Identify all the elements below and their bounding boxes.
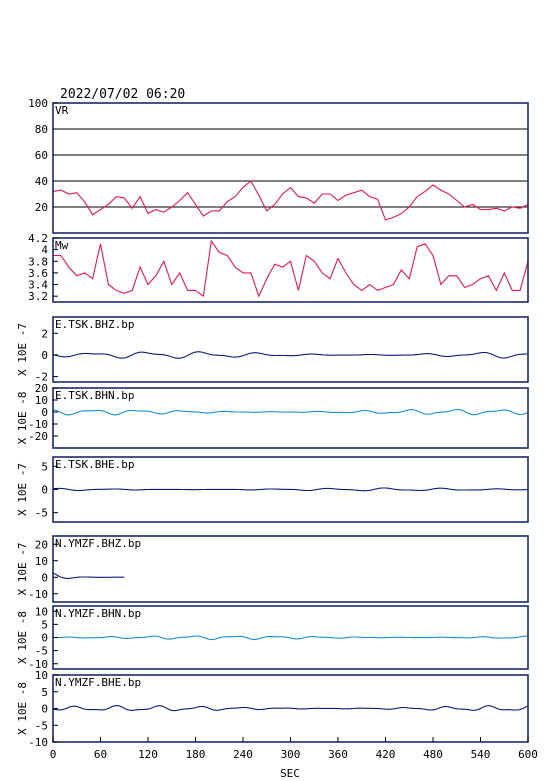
panel-title: N.YMZF.BHN.bp — [55, 607, 141, 620]
y-axis-label: X 10E -7 — [16, 323, 29, 376]
series-line-n-ymzf-bhe — [52, 705, 529, 712]
y-tick-label: -10 — [28, 588, 48, 601]
y-tick-label: 0 — [41, 703, 48, 716]
panel-n-ymzf-bhe: -10 -5 0 5 10 N.YMZF.BHE.bp X 10E -8 — [16, 669, 529, 749]
y-tick-label: 0 — [41, 349, 48, 362]
series-line-n-ymzf-bhz — [52, 572, 125, 579]
x-tick-label: 120 — [138, 748, 158, 761]
y-tick-label: 2 — [41, 327, 48, 340]
y-tick-label: 5 — [41, 686, 48, 699]
panel-frame — [52, 387, 529, 449]
x-tick-label: 420 — [376, 748, 396, 761]
y-tick-label: 4 — [41, 244, 48, 257]
x-tick-label: 480 — [423, 748, 443, 761]
y-tick-label: -10 — [28, 418, 48, 431]
y-tick-label: 80 — [35, 123, 48, 136]
series-line-mw — [53, 239, 529, 298]
series-line-vr — [52, 180, 529, 221]
panel-title: E.TSK.BHZ.bp — [55, 318, 134, 331]
y-tick-label: 0 — [41, 632, 48, 645]
panel-frame — [52, 102, 529, 234]
y-tick-label: 10 — [35, 555, 48, 568]
x-axis: 0 60 120 180 240 300 360 420 480 540 600 — [50, 737, 538, 761]
y-tick-label: -10 — [28, 736, 48, 749]
panel-title: Mw — [55, 239, 69, 252]
series-line-e-tsk-bhn — [52, 408, 529, 416]
y-tick-label: -20 — [28, 430, 48, 443]
y-tick-label: 20 — [35, 201, 48, 214]
panel-n-ymzf-bhz: -10 0 10 20 N.YMZF.BHZ.bp X 10E -7 — [16, 535, 529, 603]
x-tick-label: 0 — [50, 748, 57, 761]
y-tick-label: 10 — [35, 669, 48, 682]
y-tick-label: 3.6 — [28, 267, 48, 280]
x-tick-label: 180 — [186, 748, 206, 761]
y-tick-label: 0 — [41, 571, 48, 584]
x-axis-title: SEC — [280, 767, 300, 780]
y-tick-label: 20 — [35, 538, 48, 551]
panel-title: N.YMZF.BHZ.bp — [55, 537, 141, 550]
panel-mw: 3.23.43.63.844.2 Mw — [28, 232, 529, 303]
datetime-label: 2022/07/02 06:20 — [60, 87, 185, 102]
y-tick-label: 60 — [35, 149, 48, 162]
panel-e-tsk-bhe: -5 0 5 E.TSK.BHE.bp X 10E -7 — [16, 456, 529, 523]
panel-title: E.TSK.BHE.bp — [55, 458, 134, 471]
panel-title: N.YMZF.BHE.bp — [55, 676, 141, 689]
panel-frame — [52, 535, 529, 603]
x-tick-label: 300 — [281, 748, 301, 761]
y-tick-label: -5 — [35, 507, 48, 520]
y-tick-label: 20 — [35, 382, 48, 395]
series-line-e-tsk-bhe — [52, 487, 528, 492]
panel-vr: 20 40 60 80 100 VR — [28, 97, 529, 234]
y-axis-label: X 10E -8 — [16, 392, 29, 445]
panels-group: 20406080100VR3.23.43.63.844.2Mw-202E.TSK… — [16, 97, 529, 749]
y-tick-label: 3.4 — [28, 279, 48, 292]
panel-title: VR — [55, 104, 69, 117]
y-tick-label: -5 — [35, 719, 48, 732]
y-tick-label: 5 — [41, 460, 48, 473]
panel-title: E.TSK.BHN.bp — [55, 389, 134, 402]
y-tick-label: 3.8 — [28, 255, 48, 268]
y-tick-label: 5 — [41, 618, 48, 631]
y-tick-label: -2 — [35, 371, 48, 384]
y-tick-label: 4.2 — [28, 232, 48, 245]
y-tick-label: 10 — [35, 394, 48, 407]
series-line-e-tsk-bhz — [52, 351, 529, 359]
y-tick-label: 3.2 — [28, 290, 48, 303]
series-line-n-ymzf-bhn — [53, 635, 528, 641]
x-tick-label: 600 — [518, 748, 538, 761]
x-tick-label: 360 — [328, 748, 348, 761]
panel-e-tsk-bhz: -2 0 2 E.TSK.BHZ.bp X 10E -7 — [16, 316, 529, 384]
y-tick-label: 0 — [41, 406, 48, 419]
y-tick-label: 40 — [35, 175, 48, 188]
x-tick-label: 240 — [233, 748, 253, 761]
y-tick-label: 100 — [28, 97, 48, 110]
y-tick-label: -5 — [35, 645, 48, 658]
y-axis-label: X 10E -8 — [16, 682, 29, 735]
y-tick-label: 10 — [35, 605, 48, 618]
panel-frame — [52, 237, 529, 303]
y-axis-label: X 10E -8 — [16, 611, 29, 664]
y-tick-label: -10 — [28, 658, 48, 671]
x-tick-label: 540 — [471, 748, 491, 761]
panel-frame — [52, 316, 529, 383]
y-axis-label: X 10E -7 — [16, 543, 29, 596]
x-tick-label: 60 — [94, 748, 107, 761]
y-tick-label: 0 — [41, 484, 48, 497]
y-axis-label: X 10E -7 — [16, 463, 29, 516]
